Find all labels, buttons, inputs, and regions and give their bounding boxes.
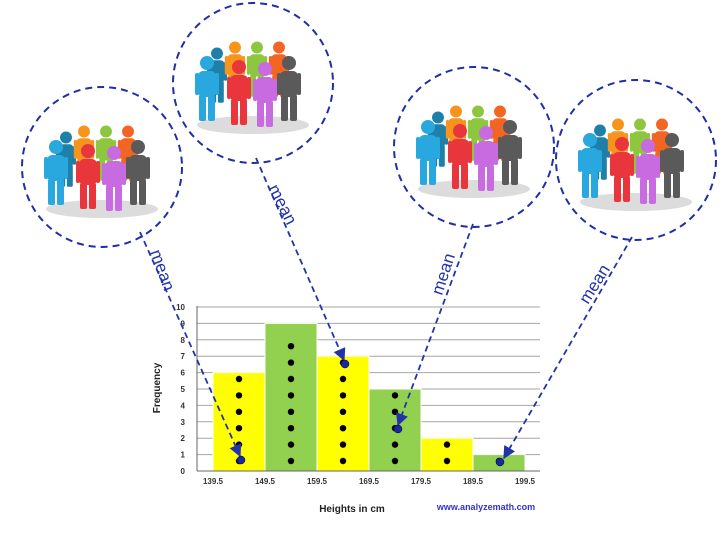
data-dot [391,441,399,448]
y-tick-label: 8 [181,336,186,345]
mean-markers [236,359,505,467]
mean-marker [236,455,246,465]
crowd-shadow [418,180,530,198]
data-dot [339,441,347,448]
sample-group-3 [393,66,555,228]
x-tick-label: 139.5 [203,477,224,486]
y-tick-label: 3 [181,418,186,427]
sample-circle [21,86,183,248]
y-tick-label: 0 [181,467,186,476]
person-icon [498,120,522,185]
y-tick-label: 10 [176,303,185,312]
crowd-shadow [197,116,309,134]
data-dot [339,375,347,383]
credit-text: www.analyzemath.com [436,502,535,512]
x-tick-label: 189.5 [463,477,484,486]
y-tick-label: 9 [181,319,186,328]
data-dot [443,457,451,465]
person-icon [448,124,472,189]
crowd-icon [195,41,309,134]
data-dot [235,375,243,383]
crowd-shadow [580,193,692,211]
crowd-shadow [46,200,158,218]
crowd-icon [578,118,692,211]
person-icon [578,133,602,198]
person-icon [474,126,498,191]
crowd-icon [416,105,530,198]
x-axis-title: Heights in cm [319,504,385,515]
x-tick-label: 199.5 [515,477,536,486]
sample-group-1 [21,86,183,248]
data-dot [287,392,295,399]
sample-group-4 [555,79,717,241]
person-icon [610,137,634,202]
data-dot [287,343,295,350]
crowd-icon [44,125,158,218]
mean-arrow-2 [255,157,346,362]
mean-label-1: mean [146,247,178,293]
person-icon [660,133,684,198]
mean-label-2: mean [264,181,300,228]
y-tick-label: 4 [181,401,186,410]
histogram-bar [212,372,266,472]
data-dot [443,441,451,448]
data-dot [391,457,399,465]
y-tick-label: 5 [181,385,186,394]
data-dot [339,408,347,415]
data-dot [235,425,243,432]
y-axis-ticks: 0 1 2 3 4 5 6 7 8 9 10 [176,303,185,476]
mean-marker [340,359,350,369]
data-dot [391,408,399,415]
person-icon [102,146,126,211]
x-axis-ticks: 139.5 149.5 159.5 169.5 179.5 189.5 199.5 [203,477,536,486]
histogram: 0 1 2 3 4 5 6 7 8 9 10 139.5 149.5 159.5 169.5 179.5 18… [152,303,540,515]
mean-marker [495,457,505,467]
sample-circle [393,66,555,228]
data-dot [339,457,347,465]
sample-circle [555,79,717,241]
mean-arrow-4 [503,236,633,460]
data-dot [339,425,347,432]
data-dot [287,375,295,383]
person-icon [44,140,68,205]
person-icon [253,62,277,127]
y-tick-label: 7 [181,352,186,361]
data-dot [287,359,295,366]
data-dot [391,392,399,399]
y-tick-label: 2 [181,434,186,443]
data-dot [287,408,295,415]
x-tick-label: 159.5 [307,477,328,486]
person-icon [416,120,440,185]
data-dot [235,408,243,415]
mean-arrow-3 [396,223,474,427]
data-dot [287,457,295,465]
y-tick-label: 1 [181,451,186,460]
x-tick-label: 149.5 [255,477,276,486]
person-icon [636,139,660,204]
sample-group-2 [172,2,334,164]
bars [212,322,526,472]
data-dot [287,441,295,448]
person-icon [277,56,301,121]
person-icon [195,56,219,121]
data-dot [339,392,347,399]
mean-marker [393,424,403,434]
person-icon [76,144,100,209]
sample-circle [172,2,334,164]
x-tick-label: 169.5 [359,477,380,486]
x-tick-label: 179.5 [411,477,432,486]
y-tick-label: 6 [181,369,186,378]
person-icon [227,60,251,125]
mean-arrow-1 [139,231,242,458]
y-axis-title: Frequency [152,362,163,413]
person-icon [126,140,150,205]
data-dot [287,425,295,432]
data-dot [235,392,243,399]
mean-label-4: mean [575,261,614,307]
